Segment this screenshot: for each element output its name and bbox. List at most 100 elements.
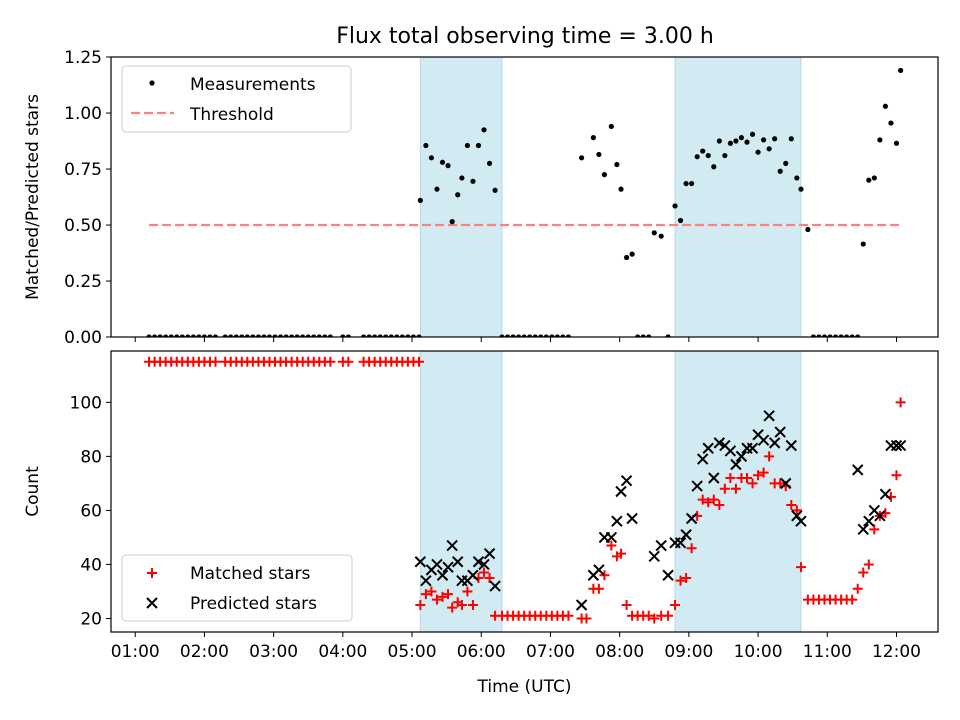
measurement-point	[470, 178, 476, 184]
measurement-point	[261, 334, 267, 337]
x-axis-label: Time (UTC)	[477, 677, 572, 697]
measurement-point	[794, 175, 800, 181]
y-tick-label: 0.75	[64, 160, 102, 180]
matched-star-point	[437, 591, 448, 602]
x-tick-label: 07:00	[526, 642, 575, 662]
measurement-point	[629, 251, 635, 257]
measurement-point	[383, 334, 389, 337]
predicted-star-point	[713, 437, 726, 449]
y-tick-label: 20	[80, 609, 102, 629]
y-tick-label: 1.00	[64, 104, 102, 124]
measurement-point	[877, 137, 883, 143]
x-tick-label: 09:00	[664, 642, 713, 662]
matched-star-point	[443, 589, 454, 600]
predicted-star-point	[852, 464, 864, 476]
measurement-point	[689, 180, 695, 187]
matched-star-point	[708, 494, 719, 505]
measurement-point	[601, 172, 608, 178]
measurement-point	[360, 334, 367, 337]
y-tick-label: 0.25	[64, 272, 102, 292]
legend-label-measurements: Measurements	[190, 75, 316, 95]
matched-star-point	[730, 483, 741, 494]
predicted-star-point	[879, 488, 892, 500]
measurement-point	[244, 334, 250, 337]
predicted-star-point	[857, 523, 869, 536]
measurement-point	[486, 160, 493, 166]
predicted-star-point	[890, 439, 903, 452]
matched-star-point	[858, 567, 869, 578]
matched-star-point	[686, 543, 697, 554]
legend-box	[121, 65, 352, 133]
x-tick-label: 12:00	[872, 642, 921, 662]
measurement-point	[185, 334, 191, 337]
measurement-point	[805, 226, 811, 233]
measurement-point	[459, 175, 465, 181]
measurement-point	[239, 334, 245, 337]
matched-star-point	[479, 567, 490, 578]
measurement-point	[311, 334, 317, 337]
matched-star-point	[670, 599, 681, 610]
matched-star-point	[775, 478, 786, 489]
measurement-point	[755, 149, 761, 155]
measurement-point	[196, 334, 202, 337]
measurement-point	[394, 334, 400, 337]
matched-star-point	[703, 497, 714, 508]
predicted-star-point	[685, 512, 698, 525]
measurement-point	[228, 334, 234, 337]
predicted-star-point	[472, 556, 485, 568]
measurement-point	[377, 334, 383, 337]
matched-star-point	[786, 500, 797, 511]
measurement-point	[590, 135, 596, 141]
shaded-region-2	[674, 56, 802, 338]
measurement-point	[417, 197, 423, 203]
y-tick-label: 0.50	[64, 216, 102, 236]
measurement-point	[772, 136, 778, 142]
legend-label-threshold: Threshold	[189, 105, 274, 125]
measurement-point	[439, 159, 446, 165]
y-axis-label: Count	[23, 466, 43, 517]
measurement-point	[455, 192, 461, 198]
predicted-star-point	[730, 458, 742, 471]
bottom-panel: 20 40 60 80 100 01:00 02:00 03:00 04:00 05:00 06:0…	[23, 350, 939, 697]
predicted-star-point	[489, 580, 501, 592]
measurement-point	[157, 334, 163, 337]
measurement-point	[283, 334, 289, 337]
measurement-point	[844, 334, 850, 337]
predicted-star-point	[414, 556, 427, 568]
measurement-point	[711, 164, 717, 170]
matched-star-point	[593, 583, 604, 594]
measurement-point	[658, 233, 664, 239]
measurement-point	[618, 186, 624, 192]
legend-measurement-marker	[149, 80, 155, 86]
measurement-point	[481, 127, 487, 133]
matched-star-point	[643, 610, 654, 621]
measurement-point	[405, 334, 411, 337]
measurement-point	[250, 334, 256, 337]
matched-star-point	[719, 483, 730, 494]
predicted-star-point	[691, 480, 703, 492]
measurement-point	[560, 334, 566, 337]
measurement-point	[761, 137, 767, 143]
measurement-point	[388, 334, 394, 337]
shaded-region-1	[419, 56, 503, 338]
predicted-star-point	[785, 439, 797, 452]
predicted-star-point	[874, 510, 886, 522]
predicted-star-point	[780, 477, 792, 490]
measurement-point	[327, 334, 333, 337]
legend-bottom: Matched stars Predicted stars	[121, 554, 353, 622]
predicted-star-point	[894, 439, 907, 452]
measurement-point	[222, 334, 228, 337]
measurement-point	[549, 334, 555, 337]
measurement-point	[860, 241, 866, 247]
axes-frame	[110, 350, 939, 633]
predicted-star-point	[674, 537, 687, 549]
measurement-point	[871, 175, 877, 181]
x-tick-label: 05:00	[388, 642, 437, 662]
matched-star-point	[581, 613, 592, 624]
measurement-point	[646, 334, 652, 337]
matched-star-point	[891, 470, 902, 481]
measurement-point	[300, 334, 306, 337]
measurement-point	[578, 155, 585, 161]
measurement-point	[423, 142, 429, 149]
measurement-point	[543, 334, 549, 337]
